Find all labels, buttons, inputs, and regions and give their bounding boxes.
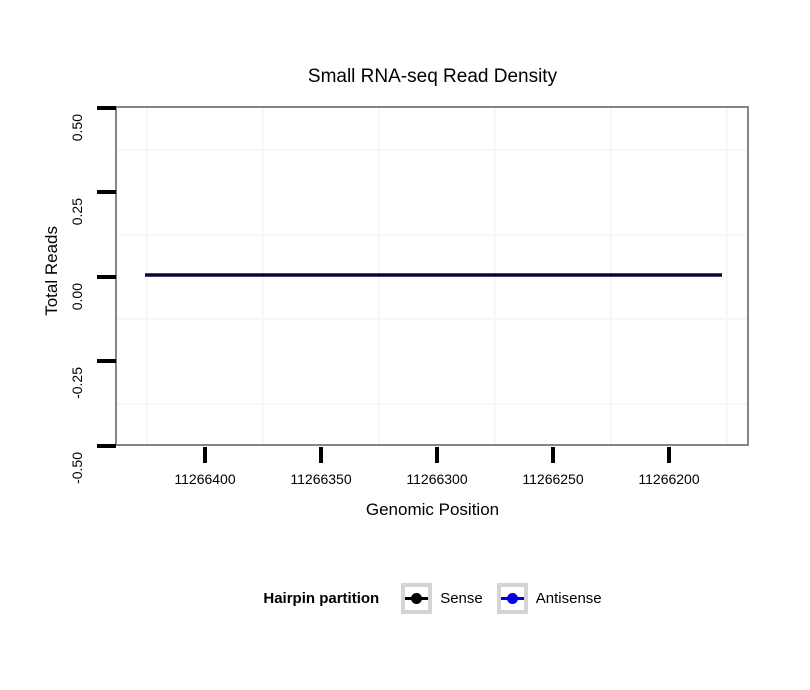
y-tick-label: 0.25 bbox=[69, 198, 85, 226]
chart-title: Small RNA-seq Read Density bbox=[307, 66, 558, 87]
y-tick-mark bbox=[97, 190, 116, 194]
legend-label-antisense: Antisense bbox=[535, 589, 602, 607]
legend-key-sense bbox=[401, 582, 433, 614]
y-tick-label: -0.50 bbox=[69, 452, 85, 484]
y-tick-label: 0.00 bbox=[69, 283, 85, 311]
x-tick-mark bbox=[667, 447, 671, 463]
legend: Hairpin partition Sense Antisense bbox=[116, 581, 749, 615]
read-density-line-sense-antisense-overlap bbox=[145, 273, 722, 277]
sense-point-glyph bbox=[411, 592, 423, 604]
y-tick-mark bbox=[97, 106, 116, 110]
y-axis-title: Total Reads bbox=[42, 226, 61, 316]
y-tick-mark bbox=[97, 275, 116, 279]
x-tick-label: 11266250 bbox=[522, 471, 584, 487]
y-tick-label: 0.50 bbox=[69, 114, 85, 142]
x-tick-label: 11266300 bbox=[406, 471, 468, 487]
gridline-horizontal bbox=[117, 234, 747, 236]
x-tick-label: 11266350 bbox=[290, 471, 352, 487]
x-tick-label: 11266400 bbox=[174, 471, 236, 487]
gridline-horizontal bbox=[117, 318, 747, 320]
x-tick-mark bbox=[203, 447, 207, 463]
y-tick-label: -0.25 bbox=[69, 367, 85, 399]
x-axis-title: Genomic Position bbox=[365, 500, 500, 519]
gridline-vertical bbox=[726, 108, 728, 444]
antisense-point-glyph bbox=[506, 592, 518, 604]
x-tick-label: 11266200 bbox=[638, 471, 700, 487]
gridline-horizontal bbox=[117, 149, 747, 151]
gridline-horizontal bbox=[117, 403, 747, 405]
x-tick-mark bbox=[319, 447, 323, 463]
legend-label-sense: Sense bbox=[440, 589, 483, 607]
legend-title: Hairpin partition bbox=[263, 589, 380, 607]
x-tick-mark bbox=[435, 447, 439, 463]
y-tick-mark bbox=[97, 444, 116, 448]
x-tick-mark bbox=[551, 447, 555, 463]
plot-panel bbox=[115, 106, 749, 446]
y-tick-mark bbox=[97, 359, 116, 363]
legend-key-antisense bbox=[496, 582, 528, 614]
